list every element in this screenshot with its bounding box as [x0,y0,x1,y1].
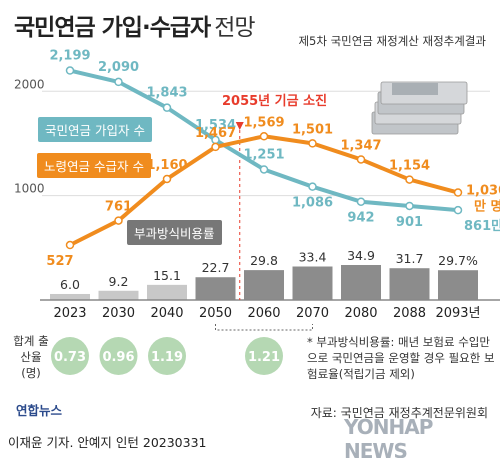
data-point [308,182,317,191]
data-point [114,216,123,225]
series-value-label: 527 [46,254,73,269]
cost-rate-label: 6.0 [60,277,80,292]
series-value-label: 1,467 [195,126,236,141]
series-unit-label: 만 명 [474,199,500,215]
fertility-circle [99,337,138,375]
data-point [405,201,414,211]
title-suffix: 전망 [214,15,255,41]
data-point [65,240,75,250]
cost-rate-label: 9.2 [109,274,129,289]
series-value-label: 1,154 [389,159,430,174]
fertility-circle [245,337,283,375]
data-point [308,139,317,148]
x-axis-band [40,300,500,324]
series-value-label: 1,534 [195,118,236,133]
cost-rate-bar [438,270,478,300]
data-point [114,77,123,87]
cost-rate-label: 22.7 [202,260,230,275]
series-value-label: 1,843 [146,86,187,101]
x-tick-label: 2050 [199,306,232,321]
series-value-label: 1,160 [146,158,187,173]
cost-rate-label: 33.4 [299,250,327,265]
series-value-label: 1,030 [466,184,500,199]
x-tick-label: 2030 [102,306,135,321]
x-tick-label: 2080 [344,306,377,321]
cost-rate-label: 29.8 [250,253,278,268]
bracket-line [215,324,313,331]
data-point [356,155,366,164]
series-value-label: 901 [396,215,423,230]
y-tick-label: 1000 [14,182,45,196]
cost-rate-bar [147,284,187,300]
series-value-label: 942 [347,211,374,226]
legend-cost-rate: 부과방식비용률 [127,220,222,245]
cost-rate-label: 29.7% [438,253,478,268]
cost-rate-bar [244,270,284,300]
series-value-label: 1,251 [243,147,284,162]
data-point [211,142,220,152]
money-band [392,83,438,95]
legend-subscribers: 국민연금 가입자 수 [38,117,152,142]
cost-rate-label: 34.9 [347,248,375,263]
series-value-label: 1,347 [340,138,381,153]
fertility-circle [51,337,89,375]
cost-rate-bar [98,290,139,300]
footnote: * 부과방식비용률: 매년 보험료 수입만으로 국민연금을 운영할 경우 필요한… [307,335,495,381]
x-tick-label: 2070 [296,306,329,321]
cost-rate-bar [389,268,430,300]
cost-rate-bar [292,266,333,300]
series-value-label: 761 [105,200,132,215]
cost-rate-bar [50,293,90,300]
data-point [65,66,75,75]
data-point [259,165,269,174]
data-point [405,175,414,184]
source-bottom: 자료: 국민연금 재정추계전문위원회 [310,406,488,420]
source-top: 제5차 국민연금 재정계산 재정추계결과 [298,34,486,48]
fertility-label: 합계 출산율 (명) [13,334,49,380]
cost-rate-label: 31.7 [396,251,424,266]
series-value-label: 2,090 [98,60,139,75]
y-tick-label: 2000 [14,77,45,91]
series-value-label: 861만 명 [464,218,500,234]
cost-rate-bar [195,277,236,300]
fertility-value: 0.96 [102,350,134,365]
fund-depletion-annotation: 2055년 기금 소진 [222,94,328,109]
fertility-value: 0.73 [54,350,86,365]
x-tick-label: 2093년 [435,306,480,321]
data-point [162,174,172,184]
watermark: YONHAP NEWS [344,415,433,458]
data-point [453,188,463,197]
x-tick-label: 2060 [247,306,280,321]
series-value-label: 1,569 [243,115,284,130]
depletion-marker-arrow [235,122,244,130]
byline: 이재윤 기자. 안예지 인턴 20230331 [8,435,207,450]
data-point [356,197,366,206]
fertility-value: 1.21 [248,350,280,365]
yonhap-logo: 연합뉴스 [16,403,63,418]
series-value-label: 2,199 [49,49,90,64]
series-value-label: 1,501 [292,122,333,137]
data-point [453,205,463,215]
page-title: 국민연금 가입·수급자 전망 [14,15,256,41]
data-point [259,132,269,141]
fertility-value: 1.19 [151,350,183,365]
cost-rate-bar [341,265,381,300]
series-value-label: 1,086 [292,196,333,211]
x-tick-label: 2088 [393,306,426,321]
legend-recipients: 노령연금 수급자 수 [37,153,151,178]
data-point [162,103,172,112]
cost-rate-label: 15.1 [153,268,181,283]
x-tick-label: 2023 [53,306,86,321]
x-tick-label: 2040 [150,306,183,321]
fertility-circle [148,337,186,375]
